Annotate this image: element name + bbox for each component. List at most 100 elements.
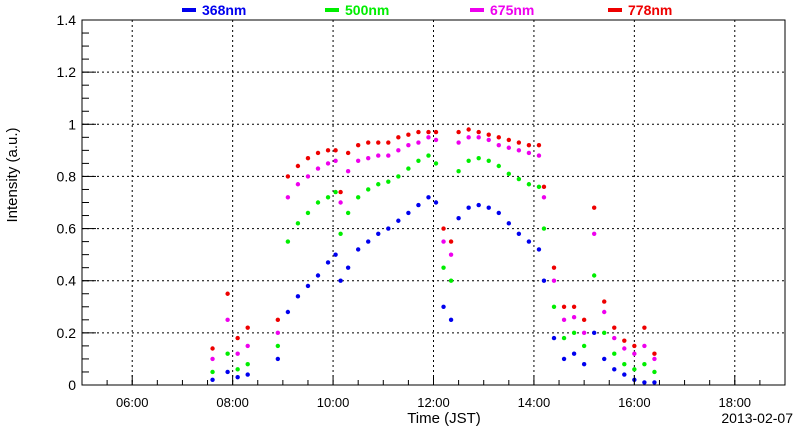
data-point	[386, 140, 391, 145]
data-point	[416, 140, 421, 145]
data-point	[376, 182, 381, 187]
data-point	[275, 343, 281, 349]
data-point	[448, 239, 454, 244]
legend-label: 368nm	[202, 2, 246, 18]
data-point	[516, 148, 522, 153]
data-point	[376, 153, 381, 158]
data-point	[245, 325, 250, 330]
data-point	[652, 380, 657, 385]
data-point	[602, 299, 607, 304]
data-point	[345, 210, 351, 216]
data-point	[476, 129, 481, 135]
data-point	[642, 380, 647, 385]
data-point	[602, 330, 607, 336]
data-point	[366, 140, 371, 145]
x-axis-label: Time (JST)	[407, 410, 481, 427]
data-point	[486, 158, 491, 163]
data-point	[275, 317, 281, 323]
data-point	[333, 252, 338, 257]
legend-swatch	[325, 8, 339, 12]
data-point	[433, 200, 439, 205]
data-point	[235, 374, 240, 380]
data-point	[561, 317, 567, 323]
y-tick-label: 1.2	[57, 64, 77, 80]
data-point	[602, 356, 607, 362]
data-point	[466, 135, 471, 140]
data-point	[591, 330, 597, 336]
data-point	[612, 335, 617, 341]
data-point	[210, 356, 215, 362]
data-point	[476, 155, 481, 161]
data-point	[305, 155, 311, 161]
data-point	[396, 218, 401, 223]
data-point	[632, 351, 637, 356]
data-point	[325, 260, 331, 265]
data-point	[612, 351, 617, 356]
legend-entry: 368nm	[182, 2, 246, 18]
data-point	[622, 338, 627, 343]
data-point	[416, 129, 421, 135]
data-point	[591, 205, 597, 210]
data-point	[448, 278, 454, 283]
data-point	[541, 184, 547, 190]
y-tick-label: 0.8	[57, 168, 77, 184]
data-point	[345, 169, 351, 174]
data-point	[386, 153, 391, 158]
data-point	[235, 367, 240, 372]
data-point	[496, 163, 501, 169]
data-point	[285, 239, 291, 244]
data-point	[541, 278, 547, 283]
data-point	[210, 346, 215, 351]
data-point	[333, 158, 338, 163]
data-point	[591, 273, 597, 278]
data-point	[355, 158, 361, 163]
series-778nm	[210, 127, 657, 356]
legend-label: 500nm	[345, 2, 389, 18]
data-point	[526, 142, 532, 148]
data-point	[441, 265, 446, 270]
data-point	[441, 239, 446, 244]
y-tick-label: 0.2	[57, 325, 77, 341]
legend-swatch	[182, 8, 196, 12]
data-point	[325, 195, 331, 200]
data-point	[426, 195, 431, 200]
data-point	[541, 226, 547, 231]
data-point	[571, 304, 577, 309]
data-point	[355, 195, 361, 200]
data-point	[652, 356, 657, 362]
x-tick-label: 08:00	[216, 395, 249, 410]
data-point	[275, 330, 281, 336]
data-point	[536, 142, 542, 148]
data-point	[355, 142, 361, 148]
data-point	[366, 155, 371, 161]
data-point	[406, 210, 411, 216]
data-point	[333, 148, 338, 153]
data-point	[210, 377, 215, 382]
data-point	[210, 369, 215, 375]
data-point	[325, 161, 331, 166]
data-point	[456, 140, 461, 145]
x-tick-label: 10:00	[317, 395, 350, 410]
data-point	[235, 335, 240, 341]
data-point	[612, 367, 617, 372]
data-point	[571, 315, 577, 320]
series-675nm	[210, 135, 657, 362]
data-point	[571, 330, 577, 336]
data-point	[622, 372, 627, 377]
data-point	[642, 343, 647, 349]
data-point	[496, 210, 501, 216]
data-point	[441, 304, 446, 309]
data-point	[551, 265, 557, 270]
data-point	[333, 189, 338, 195]
data-point	[366, 239, 371, 244]
data-point	[516, 140, 522, 145]
series-layer	[210, 127, 657, 385]
data-point	[406, 166, 411, 171]
data-point	[466, 205, 471, 210]
y-tick-label: 0.6	[57, 221, 77, 237]
data-point	[642, 325, 647, 330]
data-point	[526, 150, 532, 156]
data-point	[396, 135, 401, 140]
data-point	[561, 335, 567, 341]
data-point	[245, 343, 250, 349]
